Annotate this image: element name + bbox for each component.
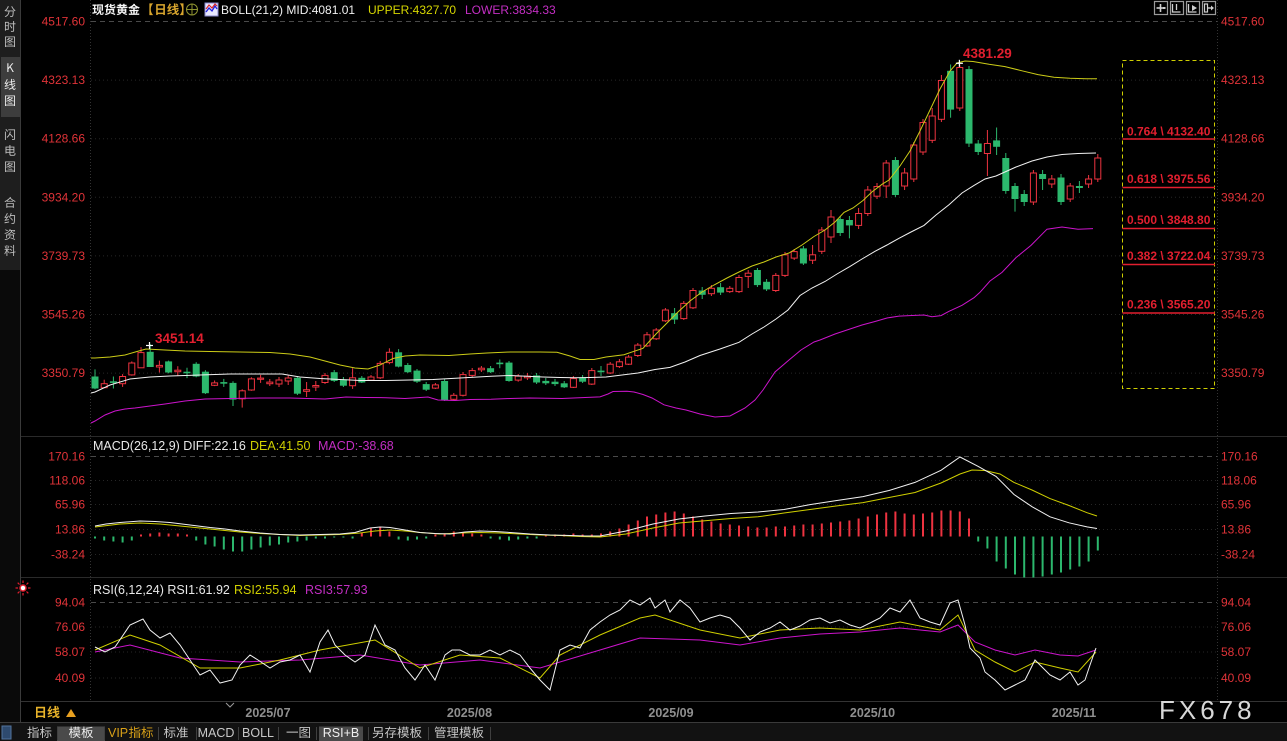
svg-text:FX678: FX678 [1159,695,1256,725]
svg-text:58.07: 58.07 [1221,645,1251,659]
svg-text:40.09: 40.09 [1221,671,1251,685]
svg-text:0.500 \ 3848.80: 0.500 \ 3848.80 [1127,213,1211,227]
svg-text:3739.73: 3739.73 [42,249,86,263]
svg-text:3350.79: 3350.79 [42,366,86,380]
svg-text:RSI3:57.93: RSI3:57.93 [305,583,368,597]
svg-text:MACD(26,12,9) DIFF:22.16: MACD(26,12,9) DIFF:22.16 [93,439,246,453]
svg-text:94.04: 94.04 [55,596,85,610]
svg-text:65.96: 65.96 [55,498,85,512]
svg-text:2025/11: 2025/11 [1052,706,1097,720]
svg-text:4517.60: 4517.60 [42,15,86,29]
svg-text:RSI+B: RSI+B [323,726,359,740]
svg-text:4381.29: 4381.29 [963,46,1012,61]
svg-text:-38.24: -38.24 [51,548,85,562]
svg-text:4323.13: 4323.13 [42,73,86,87]
svg-text:118.06: 118.06 [49,474,85,488]
svg-text:VIP: VIP [108,726,128,740]
svg-text:40.09: 40.09 [55,671,85,685]
svg-text:2025/09: 2025/09 [648,706,693,720]
svg-text:4128.66: 4128.66 [1221,132,1265,146]
svg-text:0.382 \ 3722.04: 0.382 \ 3722.04 [1127,249,1211,263]
svg-text:UPPER:4327.70: UPPER:4327.70 [368,3,456,17]
svg-text:94.04: 94.04 [1221,596,1251,610]
svg-text:170.16: 170.16 [48,450,85,464]
svg-text:0.764 \ 4132.40: 0.764 \ 4132.40 [1127,125,1211,139]
svg-text:LOWER:3834.33: LOWER:3834.33 [465,3,556,17]
svg-text:3451.14: 3451.14 [155,331,204,346]
svg-text:58.07: 58.07 [55,645,85,659]
svg-text:3739.73: 3739.73 [1221,249,1265,263]
svg-text:0.236 \ 3565.20: 0.236 \ 3565.20 [1127,298,1211,312]
svg-text:3934.20: 3934.20 [1221,190,1265,204]
svg-text:76.06: 76.06 [1221,620,1251,634]
svg-text:13.86: 13.86 [55,523,85,537]
svg-text:3934.20: 3934.20 [42,190,86,204]
svg-text:MACD: MACD [198,726,235,740]
svg-text:2025/07: 2025/07 [245,706,290,720]
svg-text:BOLL: BOLL [242,726,274,740]
svg-text:-38.24: -38.24 [1221,548,1255,562]
svg-text:3545.26: 3545.26 [1221,308,1265,322]
svg-text:4323.13: 4323.13 [1221,73,1265,87]
svg-text:65.96: 65.96 [1221,498,1251,512]
svg-text:2025/10: 2025/10 [850,706,895,720]
svg-text:2025/08: 2025/08 [447,706,492,720]
svg-text:4128.66: 4128.66 [42,132,86,146]
svg-text:170.16: 170.16 [1221,450,1258,464]
svg-text:0.618 \ 3975.56: 0.618 \ 3975.56 [1127,172,1211,186]
svg-text:118.06: 118.06 [1221,474,1257,488]
svg-text:3350.79: 3350.79 [1221,366,1265,380]
svg-text:RSI(6,12,24) RSI1:61.92: RSI(6,12,24) RSI1:61.92 [93,583,230,597]
svg-text:13.86: 13.86 [1221,523,1251,537]
svg-text:4517.60: 4517.60 [1221,15,1265,29]
svg-text:BOLL(21,2) MID:4081.01: BOLL(21,2) MID:4081.01 [221,3,355,17]
svg-text:DEA:41.50: DEA:41.50 [250,439,311,453]
svg-text:76.06: 76.06 [55,620,85,634]
svg-text:MACD:-38.68: MACD:-38.68 [318,439,394,453]
svg-text:RSI2:55.94: RSI2:55.94 [234,583,297,597]
svg-text:3545.26: 3545.26 [42,308,86,322]
